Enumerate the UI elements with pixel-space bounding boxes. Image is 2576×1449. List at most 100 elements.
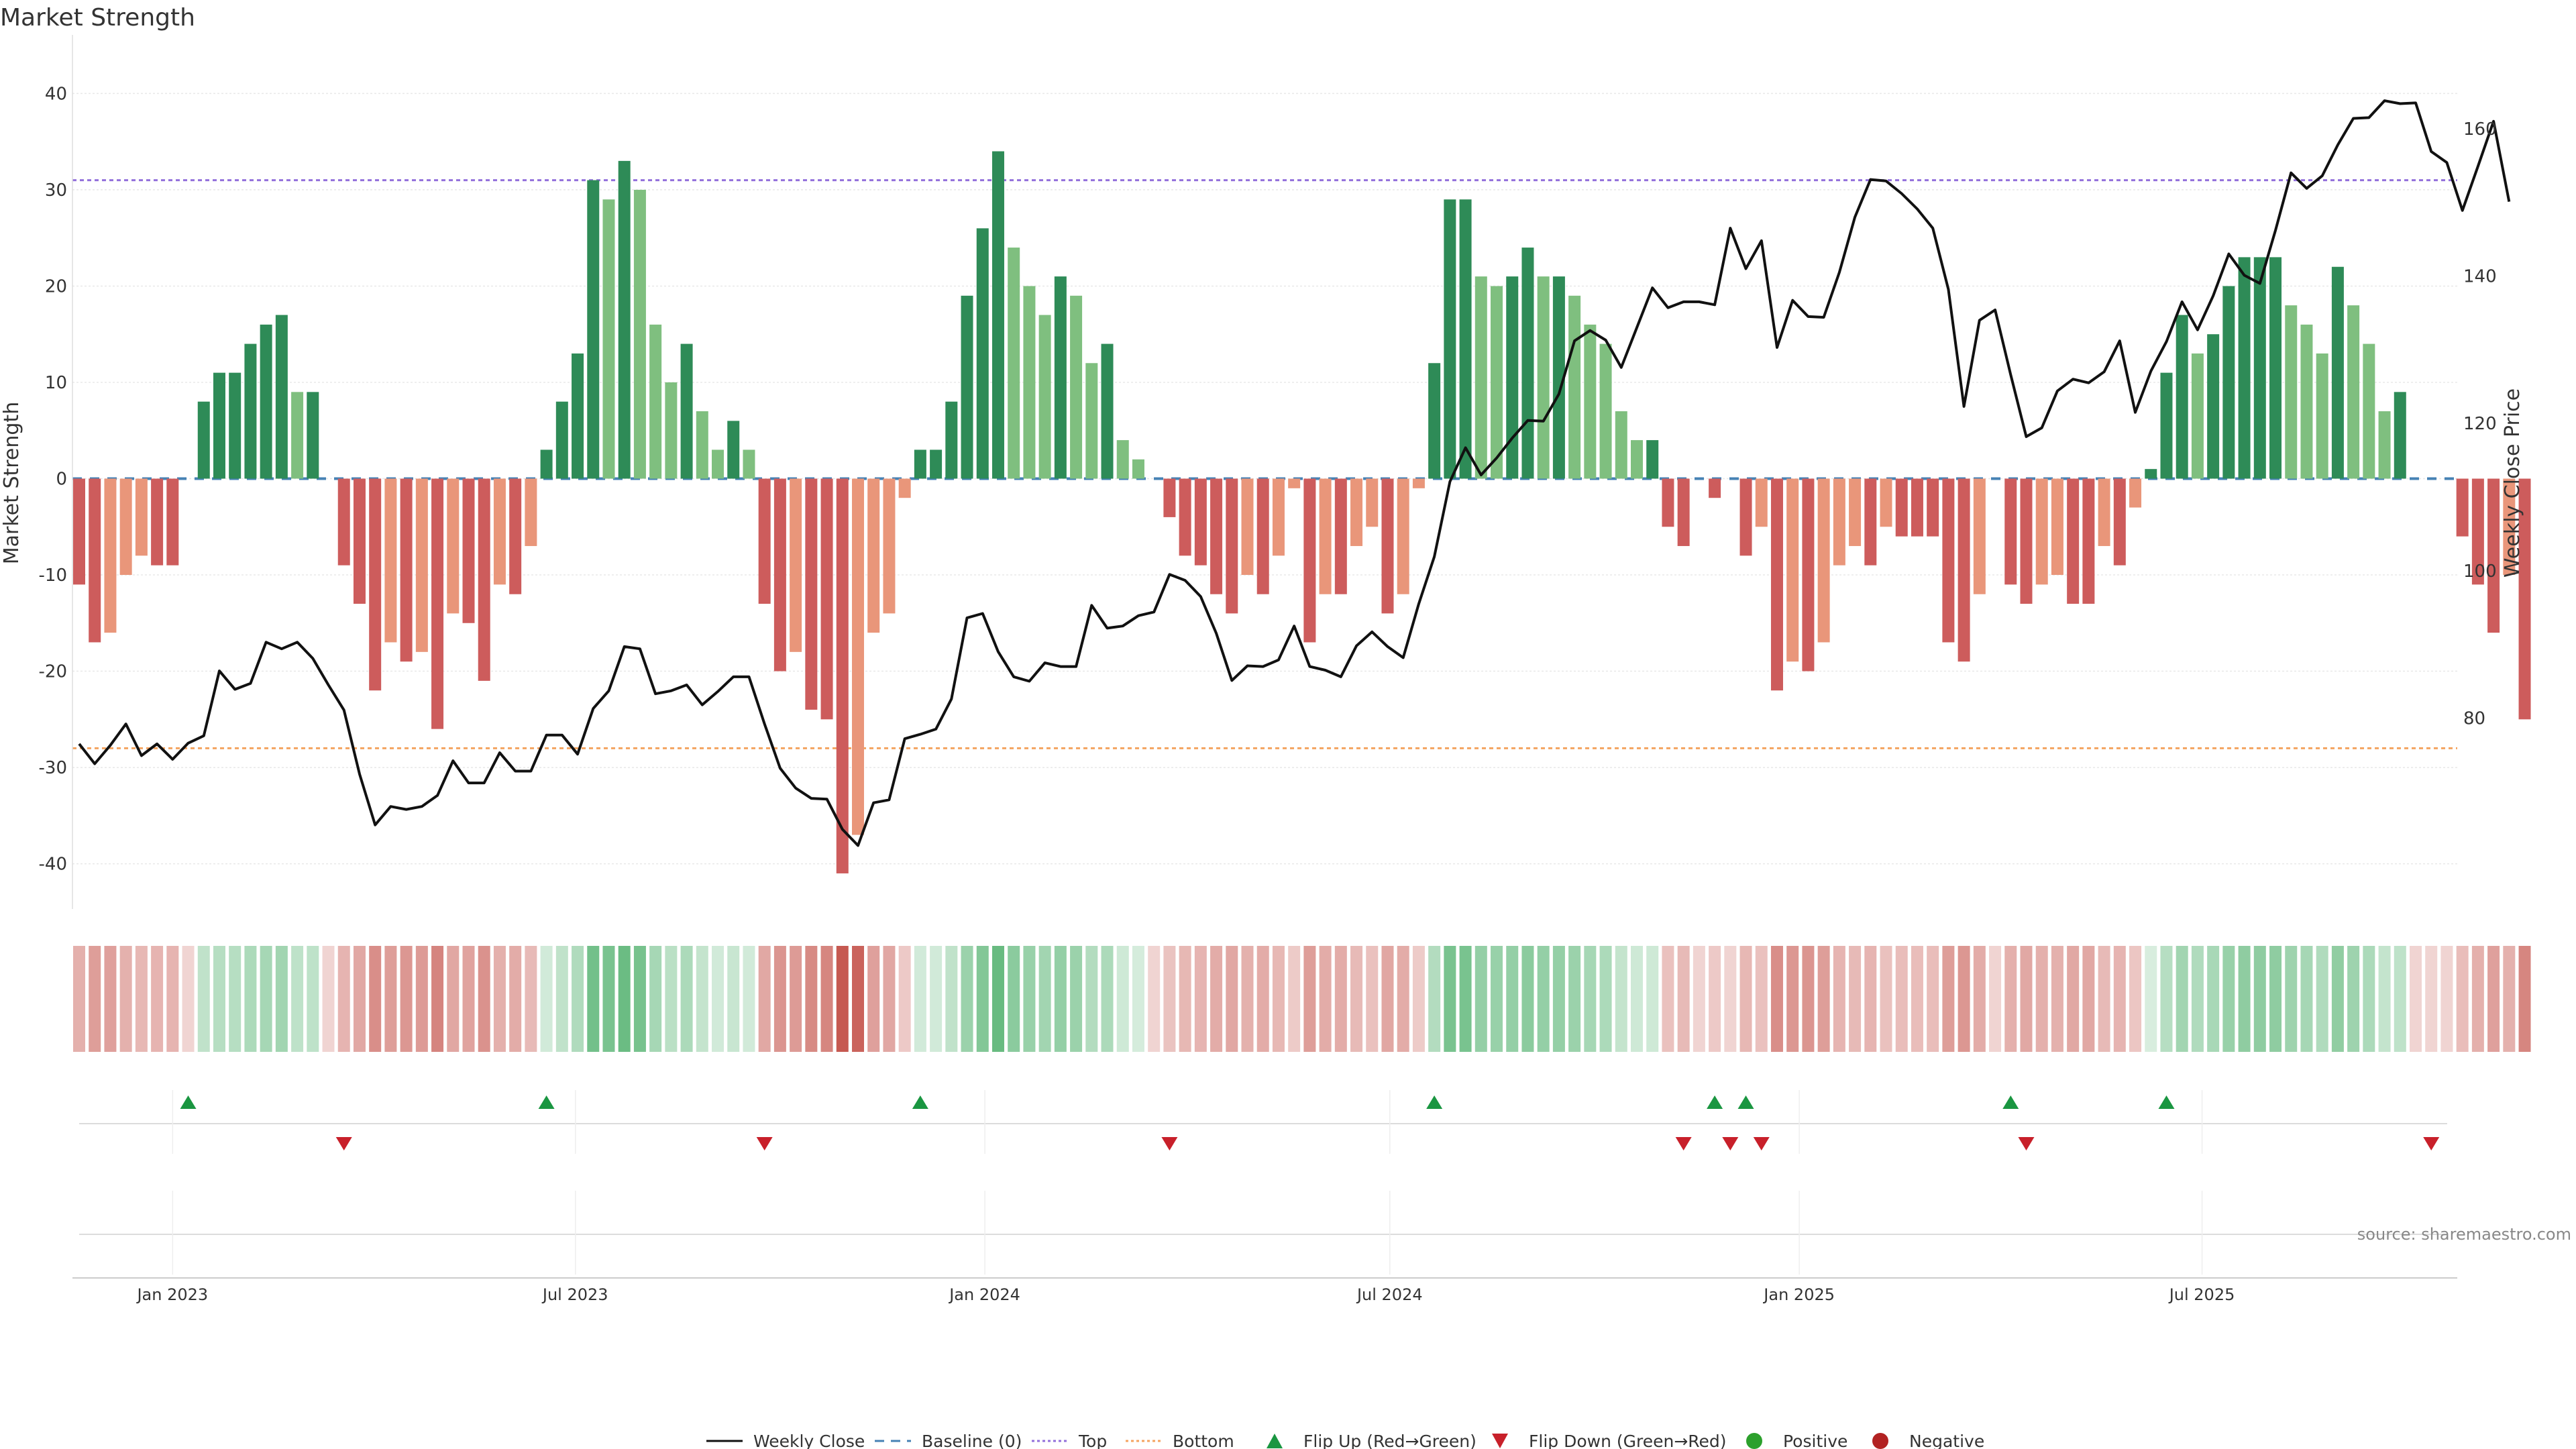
- strength-bar: [229, 372, 241, 479]
- strength-bar: [1381, 478, 1394, 614]
- y-tick-label-left: 0: [56, 470, 67, 490]
- heat-cell: [119, 946, 132, 1052]
- strength-bar: [1599, 343, 1612, 479]
- heat-cell: [431, 946, 444, 1052]
- heat-cell: [260, 946, 272, 1052]
- heat-cell: [2440, 946, 2453, 1052]
- strength-bar: [213, 372, 225, 479]
- heat-cell: [1989, 946, 2002, 1052]
- strength-bar: [1677, 478, 1690, 546]
- heat-cell: [1070, 946, 1083, 1052]
- legend-label: Baseline (0): [922, 1432, 1022, 1449]
- strength-bar: [618, 160, 631, 479]
- strength-bar: [1491, 286, 1503, 479]
- strength-bar: [104, 478, 117, 633]
- strength-bar: [1038, 315, 1051, 479]
- strength-bar: [2207, 334, 2220, 479]
- heat-cell: [2067, 946, 2080, 1052]
- heat-cell: [1116, 946, 1129, 1052]
- heat-cell: [2020, 946, 2033, 1052]
- heat-cell: [493, 946, 506, 1052]
- heat-cell: [1942, 946, 1955, 1052]
- strength-bar: [945, 401, 958, 479]
- heat-cell: [2518, 946, 2531, 1052]
- date-tick-label: Jul 2025: [2168, 1285, 2235, 1304]
- strength-bar: [291, 392, 304, 479]
- flip-down-marker: [2018, 1137, 2035, 1150]
- strength-bar: [1584, 324, 1597, 479]
- heat-cell: [1054, 946, 1067, 1052]
- strength-bar: [2113, 478, 2126, 566]
- strength-bar: [1537, 276, 1550, 479]
- heat-cell: [1256, 946, 1269, 1052]
- strength-bar: [1179, 478, 1191, 556]
- strength-bar: [883, 478, 896, 614]
- heat-cell: [743, 946, 755, 1052]
- heat-cell: [2269, 946, 2282, 1052]
- strength-bar: [2222, 286, 2235, 479]
- heat-cell: [1506, 946, 1519, 1052]
- strength-bar: [1817, 478, 1830, 643]
- heat-cell: [976, 946, 989, 1052]
- heat-cell: [2471, 946, 2484, 1052]
- flip-up-marker: [538, 1095, 555, 1109]
- heat-cell: [1491, 946, 1503, 1052]
- strength-bar: [73, 478, 85, 585]
- heat-cell: [852, 946, 864, 1052]
- heat-cell: [1957, 946, 1970, 1052]
- y-tick-label-left: -30: [39, 758, 67, 778]
- heat-cell: [1584, 946, 1597, 1052]
- strength-bar: [773, 478, 786, 672]
- heat-cell: [2004, 946, 2017, 1052]
- strength-bar: [1303, 478, 1316, 643]
- heat-cell: [2347, 946, 2360, 1052]
- heat-cell: [1226, 946, 1238, 1052]
- strength-bar: [1428, 363, 1441, 479]
- strength-bar: [867, 478, 880, 633]
- heat-cell: [1194, 946, 1207, 1052]
- strength-bar: [743, 449, 755, 479]
- heat-cell: [89, 946, 101, 1052]
- flip-down-marker: [1161, 1137, 1178, 1150]
- right-axis: 80 100 120 140 160: [2463, 119, 2497, 729]
- strength-bar: [1942, 478, 1955, 643]
- heat-cell: [2191, 946, 2204, 1052]
- strength-bar: [2456, 478, 2469, 537]
- strength-bar: [665, 382, 678, 479]
- heat-cell: [961, 946, 973, 1052]
- strength-bar: [898, 478, 911, 498]
- heat-cell: [353, 946, 366, 1052]
- strength-bar: [2316, 353, 2328, 479]
- strength-bar: [1957, 478, 1970, 662]
- legend-label: Top: [1078, 1432, 1107, 1449]
- legend-item: Negative: [1872, 1432, 1984, 1449]
- strength-bar: [1849, 478, 1862, 546]
- strength-bar: [1070, 295, 1083, 479]
- strength-bar: [1739, 478, 1752, 556]
- heat-cell: [447, 946, 460, 1052]
- heat-cell: [322, 946, 335, 1052]
- heat-cell: [696, 946, 708, 1052]
- strength-bar: [1023, 286, 1036, 479]
- y-tick-label-right: 120: [2463, 414, 2497, 434]
- y-tick-label-right: 140: [2463, 266, 2497, 286]
- strength-bar: [1631, 440, 1643, 479]
- heat-cell: [1709, 946, 1721, 1052]
- heat-cell: [509, 946, 522, 1052]
- flip-down-marker: [1753, 1137, 1770, 1150]
- flip-down-marker: [1722, 1137, 1739, 1150]
- legend-item: Top: [1032, 1432, 1107, 1449]
- strength-bar: [1802, 478, 1815, 672]
- strength-bar: [852, 478, 864, 835]
- flip-up-marker: [180, 1095, 197, 1109]
- heat-cell: [790, 946, 802, 1052]
- heat-cell: [2378, 946, 2391, 1052]
- legend-item: Flip Down (Green→Red): [1492, 1432, 1727, 1449]
- heat-cell: [213, 946, 225, 1052]
- heat-cell: [1849, 946, 1862, 1052]
- strength-bar: [1474, 276, 1487, 479]
- heat-cell: [182, 946, 195, 1052]
- strength-bar: [1646, 440, 1659, 479]
- flip-down-marker: [2423, 1137, 2440, 1150]
- strength-bar: [602, 199, 615, 479]
